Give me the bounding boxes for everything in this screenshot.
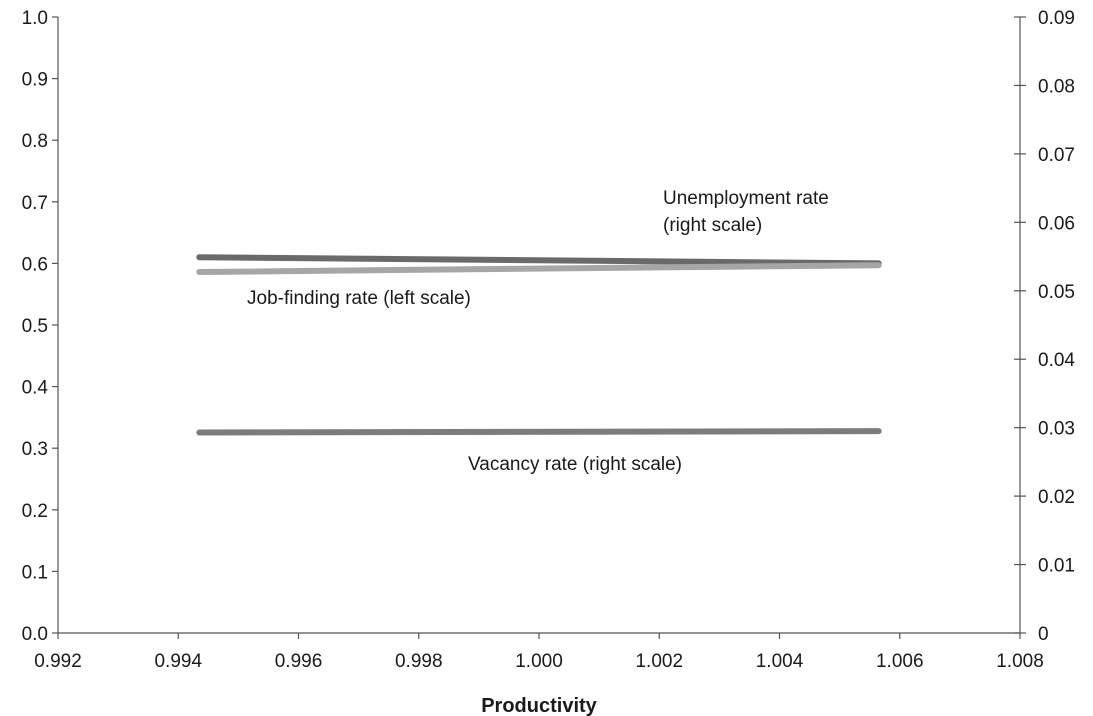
x-tick-label: 1.008 — [996, 651, 1044, 672]
x-tick-label: 1.000 — [515, 651, 563, 672]
series-label-line: (right scale) — [663, 215, 762, 236]
series-label-line: Unemployment rate — [663, 188, 829, 209]
left-y-tick-label: 0.9 — [22, 70, 48, 91]
x-tick-label: 1.006 — [876, 651, 924, 672]
series-label-job-finding: Job-finding rate (left scale) — [247, 288, 471, 309]
left-y-tick-label: 0.2 — [22, 501, 48, 522]
x-tick-label: 1.002 — [635, 651, 683, 672]
right-y-tick-label: 0.01 — [1038, 556, 1075, 577]
series-label-unemployment: Unemployment rate (right scale) — [663, 188, 829, 236]
left-y-tick-label: 0.3 — [22, 439, 48, 460]
x-tick-label: 0.992 — [34, 651, 82, 672]
series-labels: Unemployment rate (right scale) Job-findi… — [247, 188, 829, 475]
right-y-tick-label: 0.06 — [1038, 213, 1075, 234]
series-line-1 — [196, 262, 882, 275]
right-y-tick-label: 0.04 — [1038, 350, 1075, 371]
right-y-tick-label: 0.09 — [1038, 8, 1075, 29]
left-y-tick-label: 0.6 — [22, 254, 48, 275]
left-y-tick-label: 0.0 — [22, 624, 48, 645]
right-y-tick-label: 0 — [1038, 624, 1049, 645]
right-y-tick-label: 0.03 — [1038, 419, 1075, 440]
left-y-tick-label: 0.7 — [22, 193, 48, 214]
right-y-tick-label: 0.02 — [1038, 487, 1075, 508]
left-y-tick-label: 0.4 — [22, 378, 49, 399]
x-tick-label: 0.994 — [154, 651, 202, 672]
x-tick-label: 0.998 — [395, 651, 443, 672]
axes: 0.0 0.1 0.2 0.3 0.4 0.5 0.6 0.7 0.8 0.9 1.0 0 0.01 0.… — [22, 8, 1076, 672]
series-label-vacancy: Vacancy rate (right scale) — [468, 454, 682, 475]
right-y-tick-label: 0.07 — [1038, 145, 1075, 166]
left-y-tick-label: 0.8 — [22, 131, 48, 152]
x-tick-label: 0.996 — [275, 651, 323, 672]
left-y-tick-label: 0.1 — [22, 562, 48, 583]
series-line-0 — [196, 254, 882, 267]
left-y-tick-label: 1.0 — [22, 8, 48, 29]
right-y-tick-label: 0.05 — [1038, 282, 1075, 303]
x-tick-label: 1.004 — [756, 651, 804, 672]
left-y-tick-label: 0.5 — [22, 316, 48, 337]
right-y-tick-label: 0.08 — [1038, 76, 1075, 97]
x-axis-title: Productivity — [481, 695, 597, 716]
series-line-2 — [196, 428, 882, 436]
series-layer — [196, 254, 882, 436]
